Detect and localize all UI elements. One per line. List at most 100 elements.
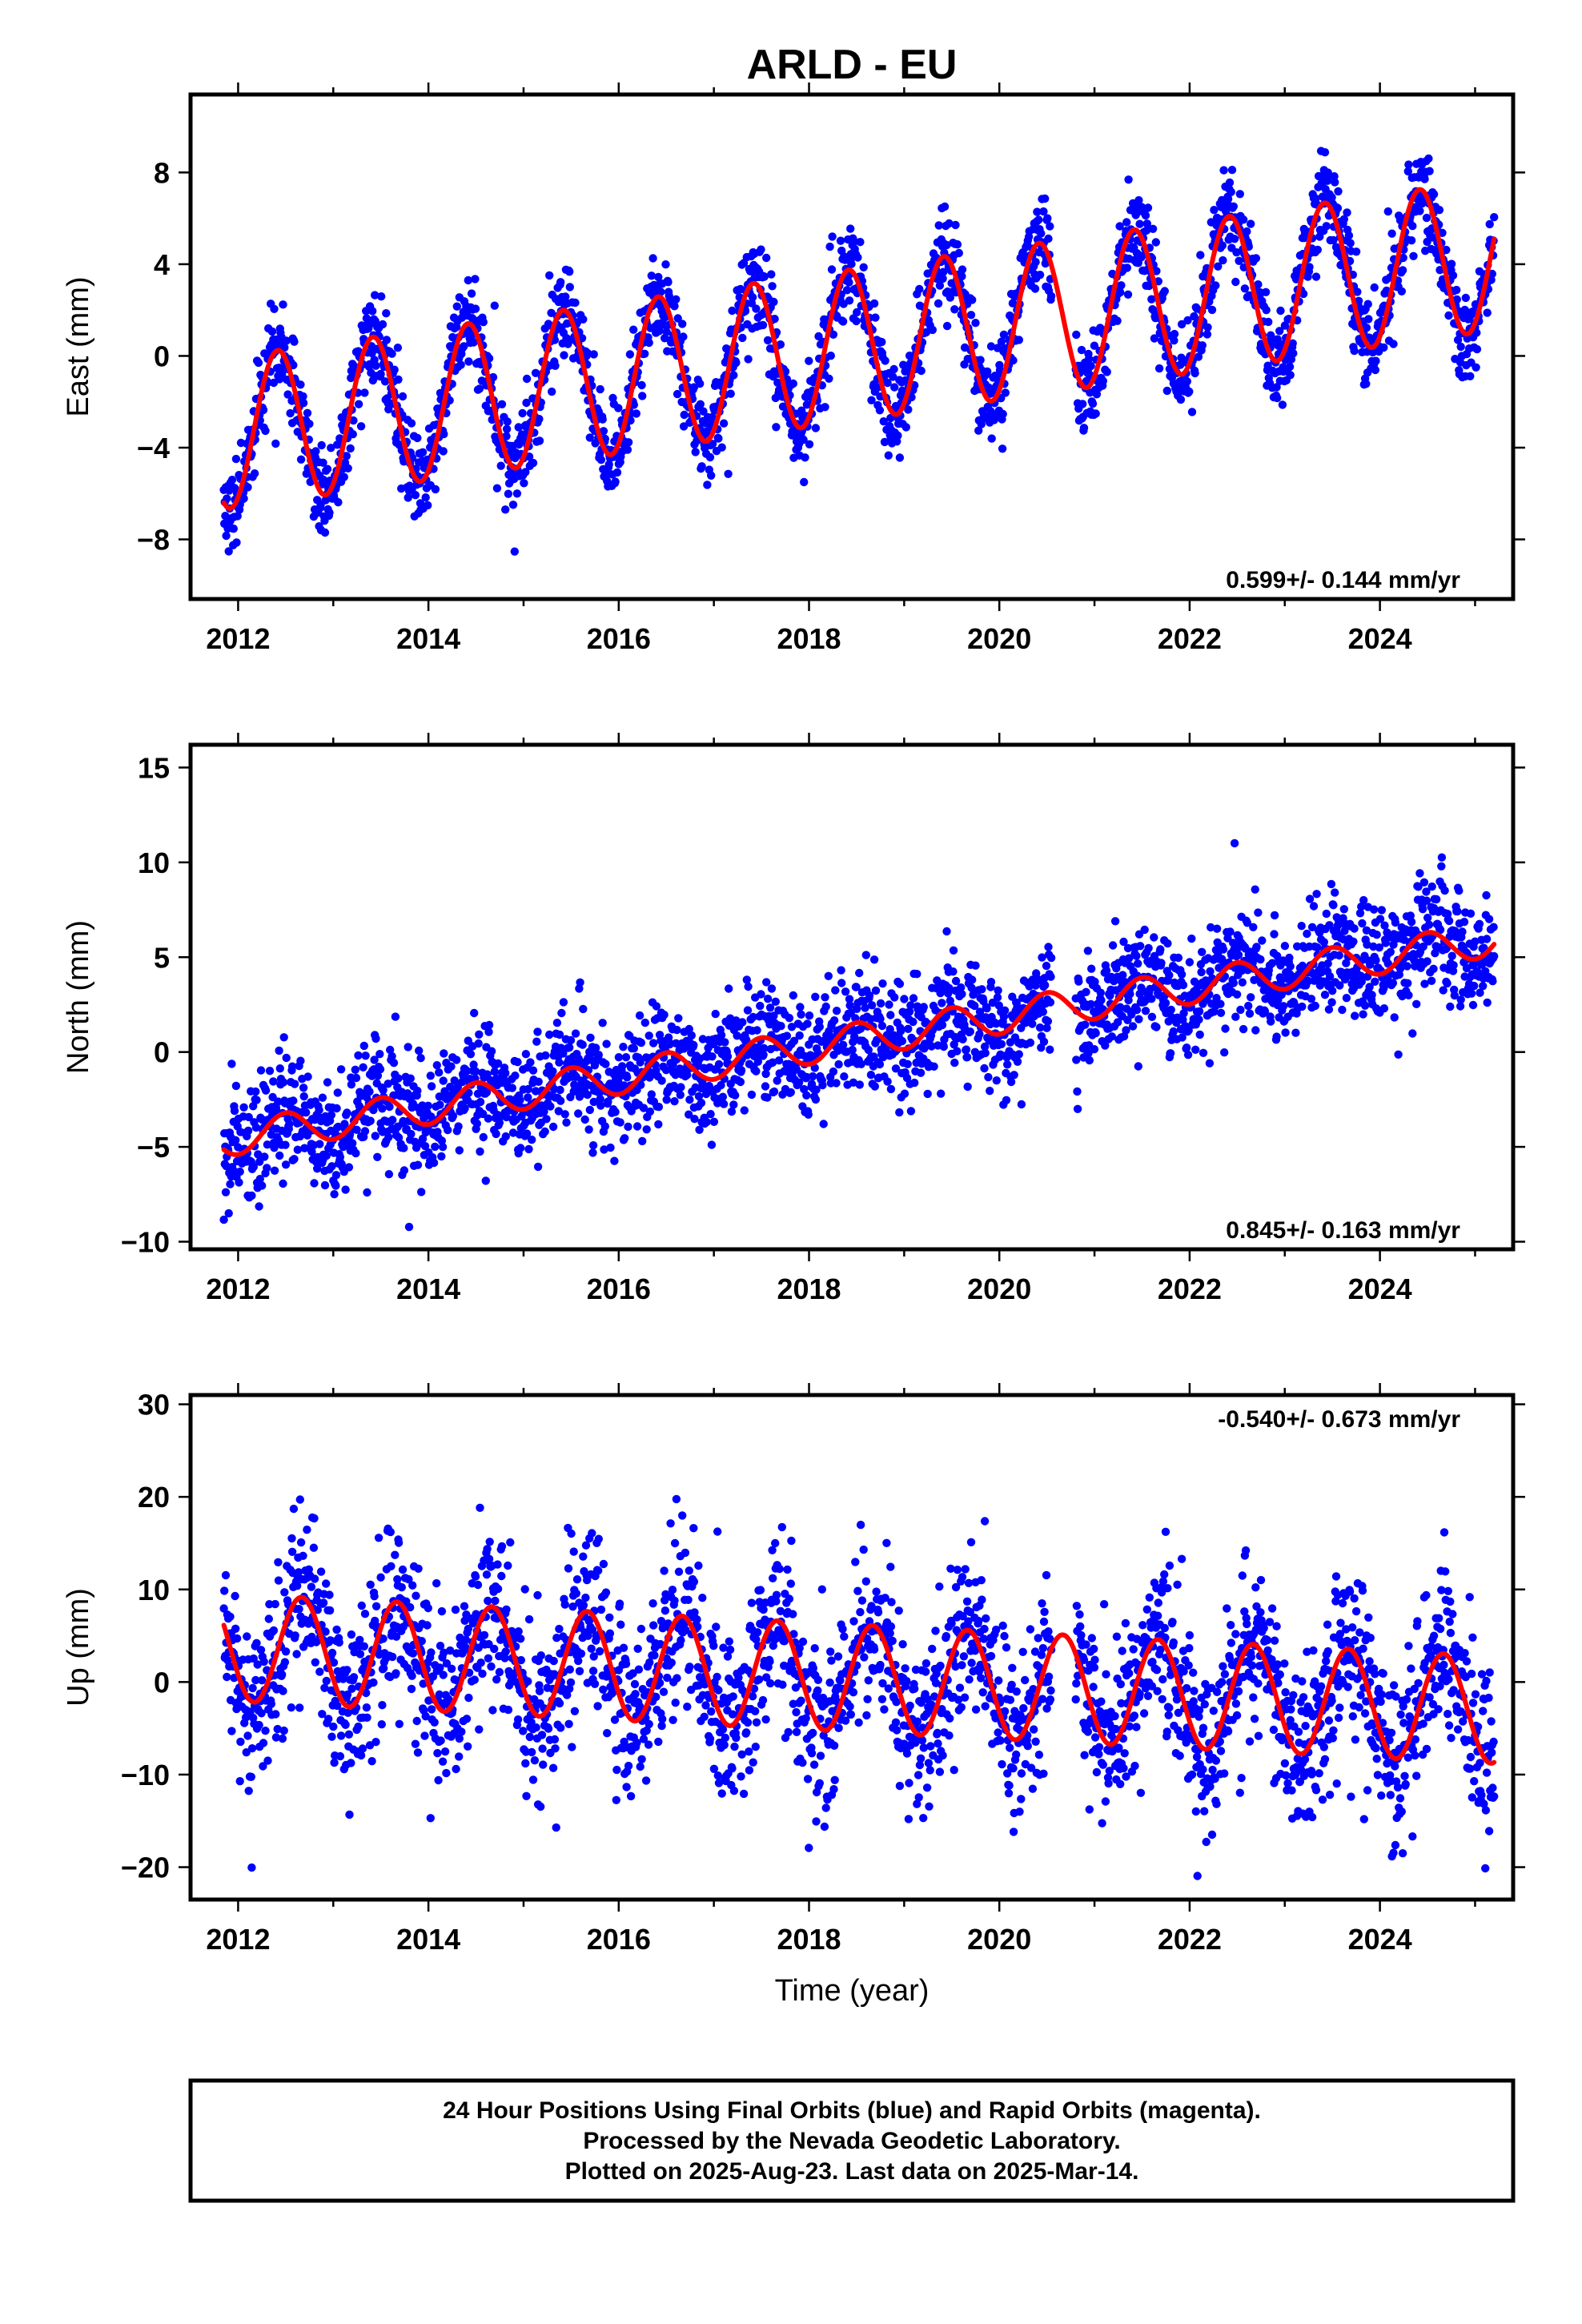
data-point [359, 1063, 367, 1072]
data-point [1466, 372, 1475, 380]
data-point [1203, 330, 1212, 339]
data-point [548, 1067, 557, 1076]
data-point [545, 1030, 554, 1039]
data-point [885, 1025, 894, 1034]
data-point [1124, 175, 1133, 184]
data-point [726, 389, 735, 398]
data-point [1339, 905, 1349, 914]
data-point [1327, 879, 1336, 889]
data-point [1366, 960, 1375, 969]
data-point [469, 1060, 478, 1069]
data-point [825, 374, 833, 383]
data-point [983, 367, 992, 376]
data-point [596, 456, 606, 464]
data-point [637, 380, 646, 390]
data-point [845, 278, 853, 287]
data-point [827, 265, 837, 274]
data-point [708, 440, 717, 448]
data-point [1229, 979, 1239, 987]
data-point [1218, 241, 1227, 250]
data-point [1304, 976, 1313, 986]
data-point [638, 392, 647, 400]
data-point [1377, 906, 1387, 915]
data-point [976, 356, 985, 364]
data-point [1219, 166, 1228, 175]
data-point [348, 1139, 357, 1148]
data-point [1086, 999, 1095, 1009]
data-point [426, 1072, 435, 1080]
data-point [655, 327, 664, 336]
data-point [1009, 356, 1018, 365]
data-point [296, 380, 305, 389]
data-point [1342, 959, 1351, 967]
data-point [263, 1140, 272, 1149]
data-point [1046, 292, 1056, 300]
data-point [945, 983, 954, 993]
data-point [1351, 1011, 1359, 1020]
data-point [719, 1100, 729, 1108]
data-point [555, 1058, 564, 1067]
data-point [1043, 214, 1052, 223]
data-point [287, 1062, 297, 1071]
data-point [610, 1156, 619, 1165]
data-point [1182, 377, 1192, 386]
data-point [765, 1003, 775, 1012]
data-point [1154, 364, 1164, 373]
data-point [1072, 1055, 1081, 1064]
data-point [1399, 253, 1407, 263]
data-point [886, 413, 895, 423]
data-point [871, 313, 880, 322]
data-point [966, 311, 976, 320]
data-point [757, 245, 765, 254]
data-point [1221, 207, 1231, 215]
data-point [531, 1087, 540, 1096]
data-point [1239, 215, 1248, 224]
data-point [840, 1072, 849, 1081]
data-point [1397, 287, 1407, 296]
data-point [373, 1152, 382, 1162]
data-point [629, 400, 638, 409]
data-point [743, 1006, 753, 1015]
data-point [1238, 978, 1247, 987]
data-point [938, 1020, 947, 1030]
data-point [585, 1105, 594, 1115]
data-point [896, 1027, 905, 1035]
data-point [942, 240, 951, 250]
data-point [382, 309, 391, 318]
data-point [1132, 951, 1141, 960]
data-point [899, 360, 908, 369]
data-point [980, 1042, 990, 1051]
data-point [251, 1123, 261, 1132]
data-point [1452, 285, 1461, 295]
data-point [522, 1129, 532, 1138]
data-point [1207, 305, 1217, 315]
data-point [382, 336, 391, 344]
data-point [261, 426, 270, 436]
data-point [662, 328, 671, 336]
data-point [1141, 211, 1150, 220]
data-point [1371, 977, 1379, 987]
data-point [1083, 947, 1093, 955]
data-point [1231, 277, 1240, 287]
data-point [1330, 172, 1339, 181]
data-point [435, 1068, 444, 1077]
data-point [275, 1151, 284, 1160]
data-point [845, 1001, 854, 1010]
data-point [388, 1116, 397, 1124]
data-point [407, 1129, 416, 1139]
data-point [1362, 324, 1371, 332]
data-point [1102, 368, 1111, 376]
data-point [988, 998, 998, 1007]
data-point [535, 415, 544, 424]
data-point [1334, 187, 1343, 196]
data-point [744, 355, 753, 364]
data-point [249, 1162, 258, 1172]
data-point [966, 1027, 975, 1036]
data-point [1389, 340, 1398, 348]
data-point [1281, 1028, 1290, 1037]
data-point [255, 1175, 264, 1184]
data-point [1379, 984, 1388, 993]
data-point [421, 493, 430, 502]
data-point [260, 1152, 269, 1161]
data-point [752, 304, 761, 313]
